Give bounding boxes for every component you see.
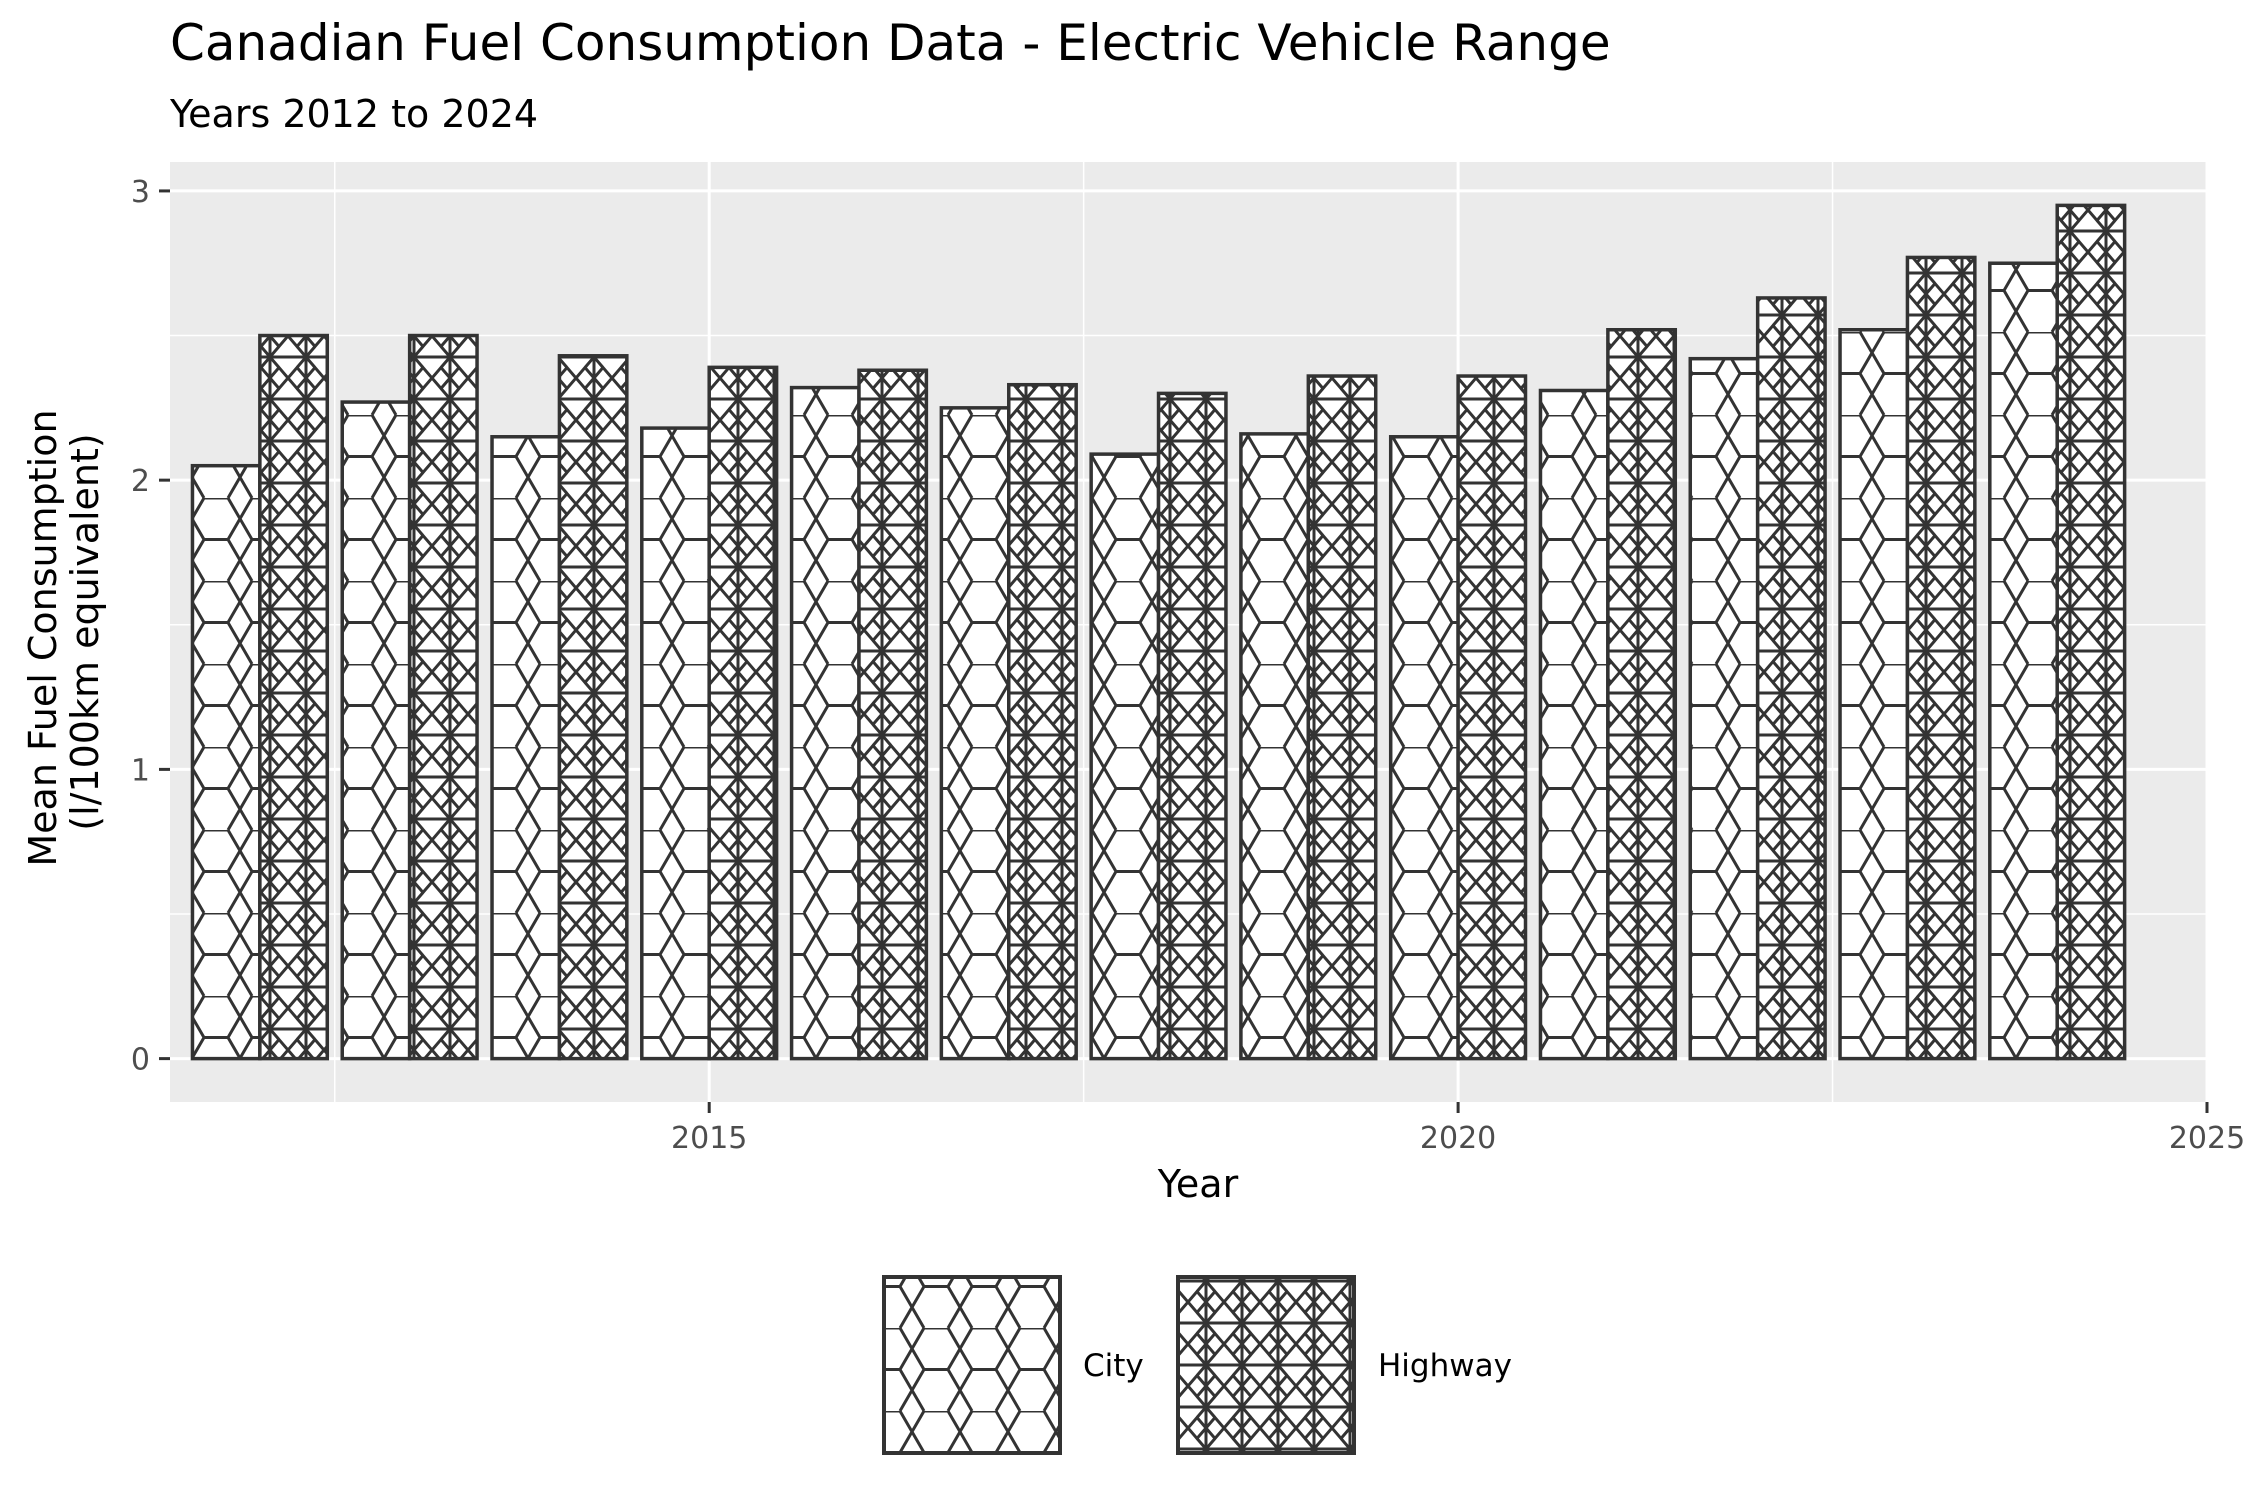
legend-key-highway bbox=[1176, 1275, 1356, 1455]
x-tick-label: 2015 bbox=[671, 1121, 747, 1156]
axes: 0 1 2 3 2015 2020 2025 bbox=[131, 175, 2245, 1156]
bar-highway-2014 bbox=[557, 354, 629, 1061]
y-axis-title: Mean Fuel Consumption (l/100km equivalen… bbox=[21, 397, 107, 866]
bar-city-2015 bbox=[640, 426, 711, 1061]
bar-highway-2013 bbox=[407, 333, 479, 1061]
bar-highway-2020 bbox=[1456, 374, 1528, 1061]
bar-highway-2016 bbox=[857, 368, 929, 1061]
bar-highway-2023 bbox=[1905, 255, 1977, 1061]
bar-city-2022 bbox=[1688, 356, 1760, 1061]
bar-city-2023 bbox=[1838, 328, 1910, 1061]
y-tick-label: 3 bbox=[131, 175, 150, 210]
bar-city-2019 bbox=[1239, 432, 1311, 1061]
bar-highway-2021 bbox=[1606, 328, 1678, 1061]
y-tick-label: 2 bbox=[131, 464, 150, 499]
legend-key-city bbox=[882, 1275, 1062, 1455]
bar-city-2012 bbox=[190, 463, 262, 1061]
bar-highway-2019 bbox=[1306, 374, 1378, 1061]
bar-city-2020 bbox=[1388, 435, 1460, 1061]
bar-city-2013 bbox=[340, 400, 412, 1061]
bar-city-2018 bbox=[1089, 452, 1161, 1061]
bar-highway-2015 bbox=[707, 365, 779, 1061]
bar-highway-2018 bbox=[1156, 391, 1228, 1061]
x-axis-title: Year bbox=[1157, 1162, 1239, 1206]
bar-city-2024 bbox=[1988, 261, 2059, 1061]
x-tick-label: 2020 bbox=[1420, 1121, 1496, 1156]
bar-city-2016 bbox=[789, 385, 861, 1061]
x-tick-label: 2025 bbox=[2169, 1121, 2245, 1156]
bar-highway-2024 bbox=[2055, 203, 2127, 1061]
chart-subtitle: Years 2012 to 2024 bbox=[169, 92, 538, 136]
bars bbox=[190, 203, 2127, 1061]
chart-title: Canadian Fuel Consumption Data - Electri… bbox=[170, 14, 1611, 72]
bar-highway-2012 bbox=[258, 333, 330, 1061]
legend: City Highway bbox=[882, 1275, 1512, 1455]
y-tick-label: 0 bbox=[131, 1043, 150, 1078]
y-tick-label: 1 bbox=[131, 753, 150, 788]
legend-label-city: City bbox=[1083, 1348, 1144, 1384]
bar-highway-2017 bbox=[1007, 382, 1078, 1061]
bar-city-2017 bbox=[939, 406, 1011, 1061]
y-axis-title-line1: Mean Fuel Consumption bbox=[21, 409, 65, 866]
bar-city-2014 bbox=[490, 435, 562, 1061]
legend-label-highway: Highway bbox=[1378, 1348, 1512, 1384]
y-axis-title-line2: (l/100km equivalent) bbox=[63, 433, 107, 830]
bar-city-2021 bbox=[1538, 388, 1610, 1061]
bar-highway-2022 bbox=[1755, 296, 1827, 1061]
